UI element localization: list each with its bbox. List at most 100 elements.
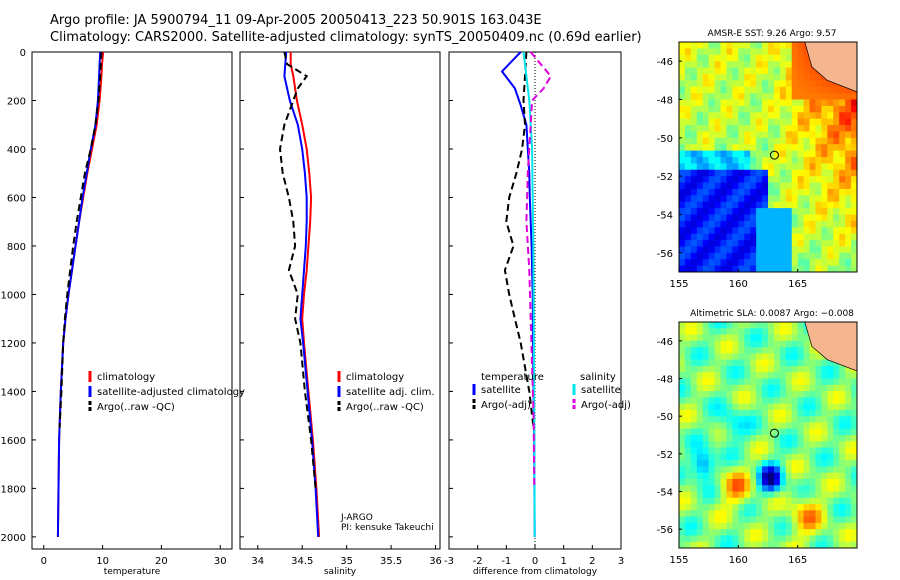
heatmap-cell bbox=[827, 460, 834, 467]
heatmap-cell bbox=[797, 105, 804, 113]
heatmap-cell bbox=[797, 240, 804, 247]
heatmap-cell bbox=[803, 80, 810, 88]
heatmap-cell bbox=[684, 472, 692, 480]
heatmap-cell bbox=[732, 347, 739, 354]
heatmap-cell bbox=[821, 541, 828, 549]
heatmap-cell bbox=[762, 347, 769, 354]
heatmap-cell bbox=[821, 150, 828, 158]
heatmap-cell bbox=[738, 535, 745, 543]
heatmap-cell bbox=[679, 252, 686, 260]
heatmap-cell bbox=[732, 447, 739, 455]
heatmap-cell bbox=[809, 435, 816, 442]
heatmap-cell bbox=[738, 353, 745, 361]
heatmap-cell bbox=[756, 497, 763, 505]
heatmap-cell bbox=[821, 157, 828, 164]
heatmap-cell bbox=[756, 347, 763, 354]
heatmap-cell bbox=[732, 137, 739, 145]
heatmap-cell bbox=[684, 105, 692, 113]
heatmap-cell bbox=[732, 328, 739, 335]
heatmap-cell bbox=[851, 522, 858, 530]
heatmap-cell bbox=[762, 188, 769, 196]
heatmap-cell bbox=[839, 157, 846, 164]
heatmap-cell bbox=[779, 328, 787, 335]
heatmap-cell bbox=[756, 397, 763, 405]
heatmap-cell bbox=[732, 416, 739, 423]
heatmap-cell bbox=[726, 73, 733, 81]
heatmap-cell bbox=[690, 460, 698, 467]
heatmap-cell bbox=[809, 409, 816, 417]
heatmap-cell bbox=[738, 334, 745, 342]
heatmap-cell bbox=[744, 359, 751, 367]
heatmap-cell bbox=[815, 522, 822, 530]
heatmap-cell bbox=[720, 409, 727, 417]
heatmap-cell bbox=[827, 466, 834, 474]
heatmap-cell bbox=[738, 265, 745, 273]
heatmap-cell bbox=[690, 99, 698, 107]
heatmap-cell bbox=[821, 453, 828, 461]
heatmap-cell bbox=[684, 384, 692, 392]
heatmap-cell bbox=[750, 188, 757, 196]
heatmap-cell bbox=[833, 252, 840, 260]
heatmap-cell bbox=[851, 485, 858, 492]
heatmap-cell bbox=[756, 328, 763, 335]
heatmap-cell bbox=[726, 510, 733, 518]
heatmap-cell bbox=[732, 435, 739, 442]
sla-map-argo-location-marker bbox=[769, 428, 779, 438]
heatmap-cell bbox=[708, 131, 715, 139]
heatmap-cell bbox=[684, 485, 692, 492]
heatmap-cell bbox=[762, 208, 769, 215]
heatmap-cell bbox=[779, 265, 787, 273]
heatmap-cell bbox=[839, 182, 846, 190]
heatmap-cell bbox=[768, 131, 775, 139]
heatmap-cell bbox=[702, 61, 710, 68]
heatmap-cell bbox=[779, 466, 787, 474]
heatmap-cell bbox=[768, 73, 775, 81]
heatmap-cell bbox=[773, 48, 781, 56]
heatmap-cell bbox=[833, 265, 840, 273]
heatmap-cell bbox=[679, 497, 686, 505]
heatmap-cell bbox=[732, 112, 739, 120]
heatmap-cell bbox=[791, 347, 799, 354]
heatmap-cell bbox=[833, 150, 840, 158]
heatmap-cell bbox=[821, 201, 828, 209]
heatmap-cell bbox=[702, 460, 710, 467]
heatmap-cell bbox=[791, 150, 799, 158]
heatmap-cell bbox=[839, 214, 846, 222]
heatmap-cell bbox=[768, 42, 775, 49]
heatmap-cell bbox=[809, 176, 816, 183]
heatmap-cell bbox=[750, 240, 757, 247]
heatmap-cell bbox=[679, 157, 686, 164]
heatmap-cell bbox=[773, 328, 781, 335]
heatmap-cell bbox=[821, 265, 828, 273]
heatmap-cell bbox=[851, 150, 858, 158]
heatmap-cell bbox=[714, 125, 721, 132]
heatmap-cell bbox=[679, 353, 686, 361]
heatmap-cell bbox=[797, 522, 804, 530]
heatmap-cell bbox=[815, 252, 822, 260]
heatmap-cell bbox=[851, 265, 858, 273]
heatmap-cell bbox=[803, 137, 810, 145]
heatmap-cell bbox=[750, 491, 757, 499]
heatmap-cell bbox=[690, 359, 698, 367]
heatmap-cell bbox=[821, 535, 828, 543]
heatmap-cell bbox=[821, 472, 828, 480]
heatmap-cell bbox=[714, 391, 721, 398]
heatmap-cell bbox=[744, 42, 751, 49]
heatmap-cell bbox=[851, 112, 858, 120]
heatmap-cell bbox=[679, 54, 686, 62]
heatmap-cell bbox=[779, 359, 787, 367]
heatmap-cell bbox=[714, 347, 721, 354]
heatmap-cell bbox=[851, 208, 858, 215]
heatmap-cell bbox=[815, 131, 822, 139]
heatmap-cell bbox=[851, 233, 858, 241]
heatmap-cell bbox=[714, 48, 721, 56]
heatmap-cell bbox=[845, 118, 852, 126]
heatmap-cell bbox=[702, 435, 710, 442]
heatmap-cell bbox=[773, 252, 781, 260]
heatmap-cell bbox=[679, 118, 686, 126]
heatmap-cell bbox=[773, 504, 781, 511]
heatmap-cell bbox=[773, 112, 781, 120]
heatmap-cell bbox=[785, 378, 793, 386]
heatmap-cell bbox=[720, 169, 727, 177]
heatmap-cell bbox=[833, 397, 840, 405]
